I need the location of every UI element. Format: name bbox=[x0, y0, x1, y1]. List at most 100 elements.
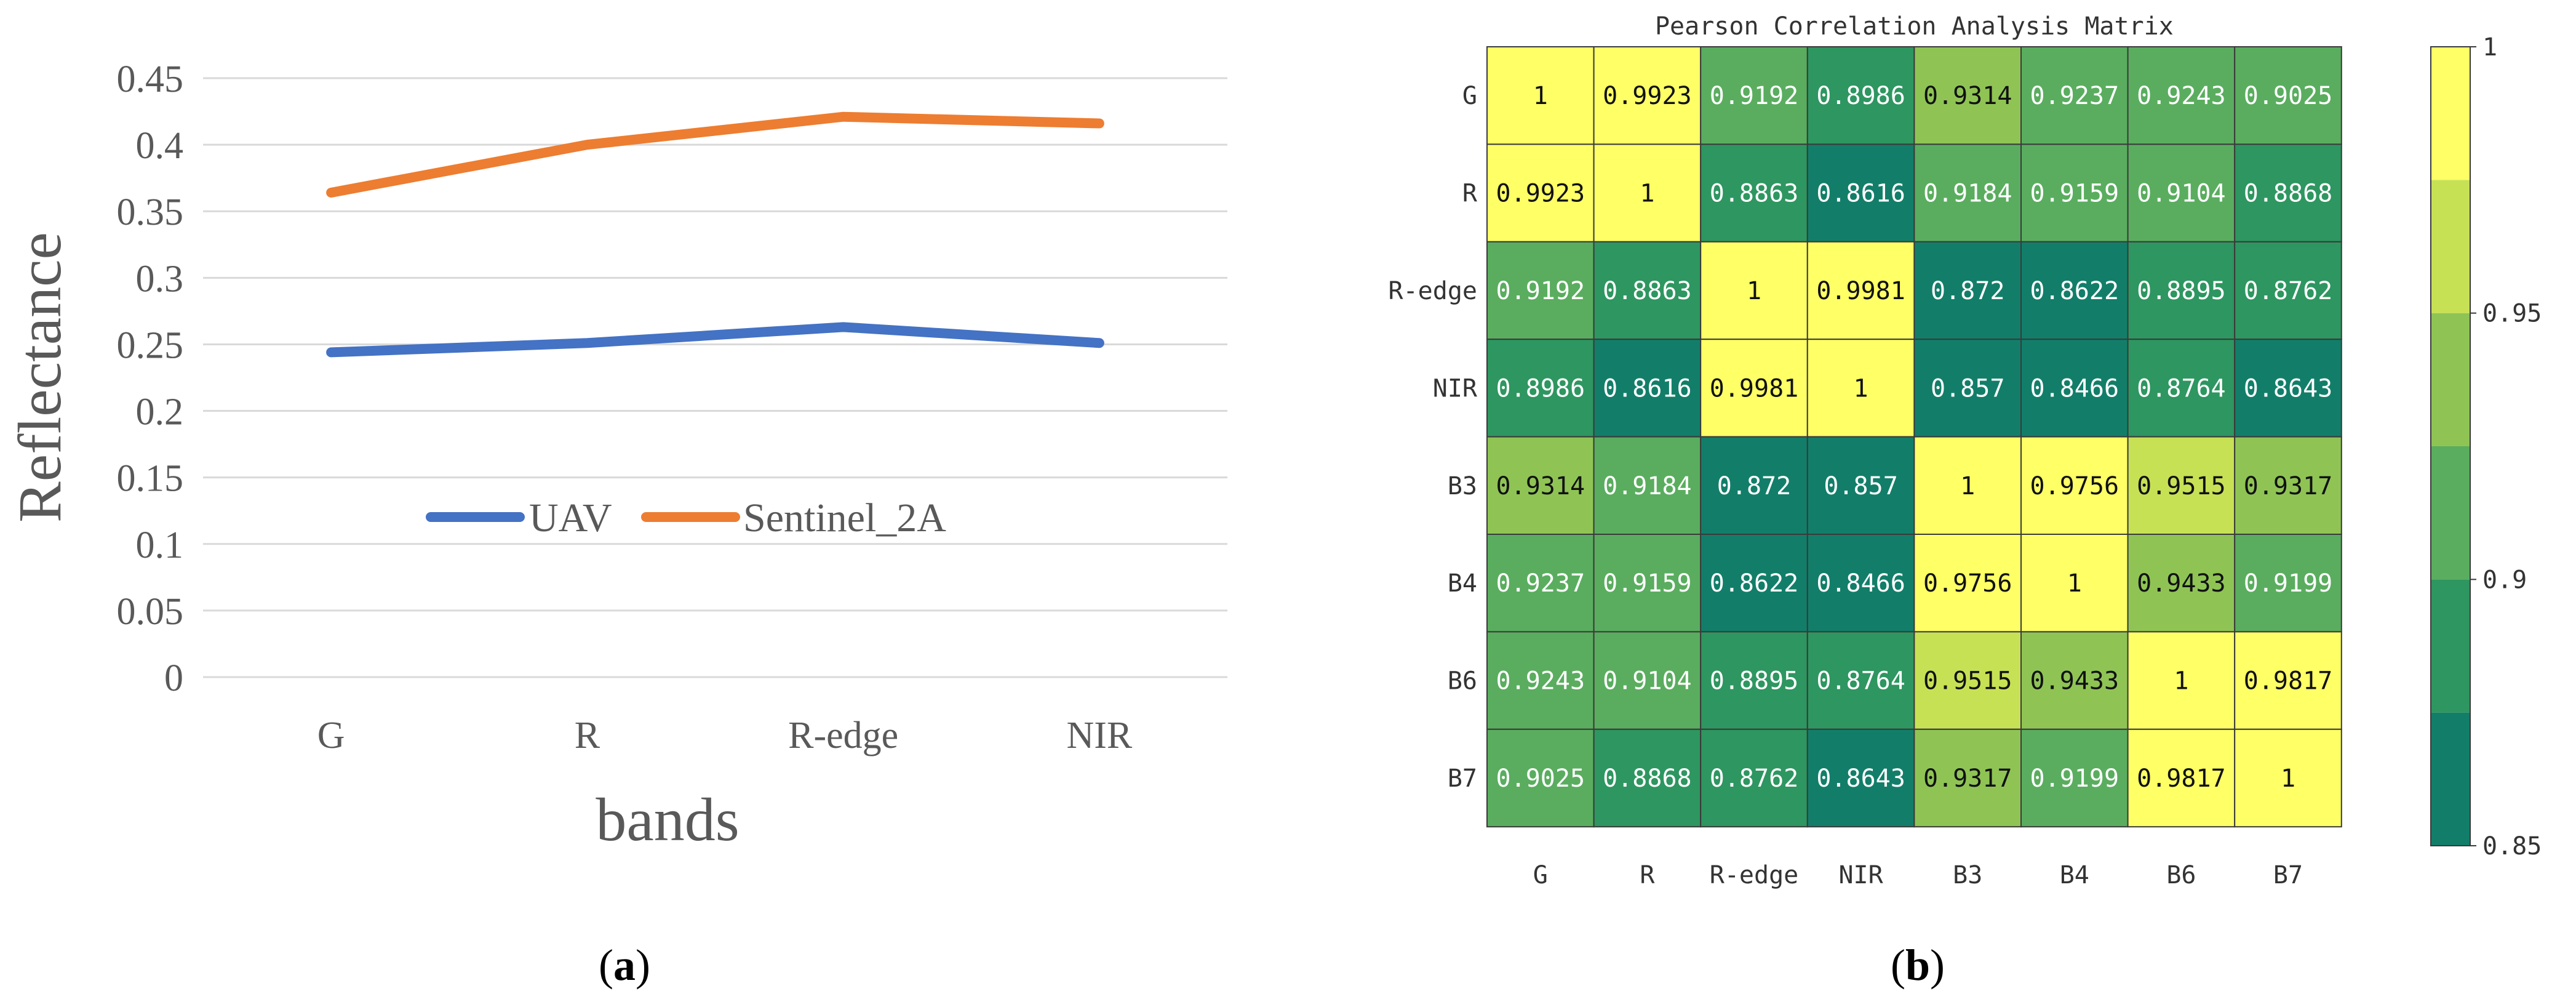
cell-value: 0.8764 bbox=[1816, 667, 1905, 696]
heatmap-cell bbox=[1593, 46, 1702, 145]
heatmap-cell bbox=[1486, 728, 1595, 828]
colorbar-bin bbox=[2431, 47, 2470, 180]
y-tick-label: 0.4 bbox=[136, 125, 184, 167]
heatmap-cell bbox=[2234, 728, 2342, 828]
panel-captions: (a) (b) bbox=[599, 941, 1945, 990]
cell-value: 0.9025 bbox=[2244, 82, 2333, 110]
heatmap-cell bbox=[2127, 728, 2236, 828]
heatmap-cell bbox=[2234, 631, 2342, 730]
x-tick-label: R bbox=[575, 715, 600, 756]
cell-value: 0.9756 bbox=[2030, 472, 2119, 500]
y-tick-label: 0.1 bbox=[136, 524, 184, 566]
heatmap-cell bbox=[1593, 143, 1702, 243]
y-tick-label: 0 bbox=[164, 657, 183, 699]
heatmap-cell bbox=[1486, 46, 1595, 145]
cell-value: 0.9159 bbox=[1603, 569, 1692, 598]
row-label: G bbox=[1462, 82, 1477, 110]
cell-value: 0.9433 bbox=[2137, 569, 2226, 598]
cell-value: 0.9923 bbox=[1496, 180, 1585, 208]
y-tick-label: 0.25 bbox=[117, 324, 184, 366]
cell-value: 0.9199 bbox=[2244, 569, 2333, 598]
col-label: B6 bbox=[2166, 861, 2196, 889]
heatmap-cell bbox=[2234, 241, 2342, 340]
cell-value: 0.9981 bbox=[1710, 374, 1799, 403]
cell-value: 0.9184 bbox=[1603, 472, 1692, 500]
heatmap-cell bbox=[2234, 436, 2342, 535]
cell-value: 0.8764 bbox=[2137, 374, 2226, 403]
cell-value: 0.9237 bbox=[1496, 569, 1585, 598]
cell-value: 0.9314 bbox=[1923, 82, 2012, 110]
cell-value: 0.9817 bbox=[2137, 764, 2226, 793]
y-tick-label: 0.05 bbox=[117, 591, 184, 633]
heatmap-cell bbox=[1700, 436, 1808, 535]
col-label: NIR bbox=[1838, 861, 1883, 889]
colorbar-tick-label: 0.9 bbox=[2482, 566, 2527, 594]
heatmap-cell bbox=[1593, 241, 1702, 340]
y-tick-label: 0.35 bbox=[117, 191, 184, 233]
heatmap-cell bbox=[1700, 143, 1808, 243]
cell-value: 0.9317 bbox=[2244, 472, 2333, 500]
cell-value: 1 bbox=[1747, 277, 1761, 305]
row-label: R bbox=[1462, 180, 1478, 208]
cell-value: 0.9192 bbox=[1496, 277, 1585, 305]
heatmap-cell bbox=[1806, 436, 1915, 535]
data-point bbox=[586, 342, 588, 344]
heatmap-cell bbox=[2234, 339, 2342, 438]
heatmap-cell bbox=[1913, 436, 2022, 535]
heatmap-cell bbox=[1593, 534, 1702, 633]
panel-b-caption: (b) bbox=[1891, 941, 1945, 990]
heatmap-cell bbox=[1806, 631, 1915, 730]
heatmap-cell bbox=[2020, 339, 2129, 438]
cell-value: 0.8868 bbox=[1603, 764, 1692, 793]
colorbar-tick-label: 0.85 bbox=[2482, 832, 2542, 861]
cell-value: 0.9515 bbox=[1923, 667, 2012, 696]
cell-value: 0.8863 bbox=[1603, 277, 1692, 305]
panel-b-caption-letter: b bbox=[1905, 941, 1930, 990]
colorbar-bin bbox=[2431, 313, 2470, 446]
heatmap-cell bbox=[2234, 534, 2342, 633]
heatmap-cell bbox=[2234, 46, 2342, 145]
heatmap-cell bbox=[2020, 436, 2129, 535]
cell-value: 0.9433 bbox=[2030, 667, 2119, 696]
cell-value: 0.857 bbox=[1824, 472, 1897, 500]
heatmap-cell bbox=[1806, 143, 1915, 243]
cell-value: 0.8895 bbox=[2137, 277, 2226, 305]
heatmap-cell bbox=[2127, 241, 2236, 340]
cell-value: 0.872 bbox=[1931, 277, 2004, 305]
x-axis-title: bands bbox=[596, 785, 739, 854]
series-line-sentinel_2a bbox=[326, 111, 1104, 198]
correlation-heatmap: Pearson Correlation Analysis Matrix 1 0.99… bbox=[1389, 12, 2542, 889]
row-label: R-edge bbox=[1389, 277, 1478, 305]
col-label: B4 bbox=[2060, 861, 2089, 889]
cell-value: 0.9184 bbox=[1923, 180, 2012, 208]
heatmap-cell bbox=[1486, 436, 1595, 535]
y-tick-label: 0.45 bbox=[117, 58, 184, 100]
cell-value: 0.8643 bbox=[1816, 764, 1905, 793]
legend-label: Sentinel_2A bbox=[743, 495, 946, 540]
data-point bbox=[842, 326, 844, 328]
cell-value: 1 bbox=[1640, 180, 1654, 208]
data-point bbox=[330, 351, 332, 353]
col-label: B3 bbox=[1953, 861, 1982, 889]
cell-value: 0.8762 bbox=[1710, 764, 1799, 793]
heatmap-cell bbox=[1806, 534, 1915, 633]
cell-value: 0.8616 bbox=[1816, 180, 1905, 208]
panel-a-caption: (a) bbox=[599, 941, 650, 990]
cell-value: 0.8986 bbox=[1496, 374, 1585, 403]
cell-value: 0.9817 bbox=[2244, 667, 2333, 696]
row-label: B3 bbox=[1448, 472, 1477, 500]
heatmap-cell bbox=[2020, 143, 2129, 243]
colorbar-bin bbox=[2431, 579, 2470, 713]
cell-value: 0.9192 bbox=[1710, 82, 1799, 110]
cell-value: 0.8466 bbox=[2030, 374, 2119, 403]
cell-value: 0.8622 bbox=[2030, 277, 2119, 305]
cell-value: 0.9923 bbox=[1603, 82, 1692, 110]
panel-a-caption-letter: a bbox=[613, 941, 636, 990]
colorbar-tick-label: 1 bbox=[2482, 33, 2497, 62]
row-label: B6 bbox=[1448, 667, 1477, 696]
cell-value: 0.8622 bbox=[1710, 569, 1799, 598]
y-axis-title: Reflectance bbox=[6, 232, 74, 523]
data-point bbox=[842, 116, 844, 118]
heatmap-cell bbox=[1486, 241, 1595, 340]
